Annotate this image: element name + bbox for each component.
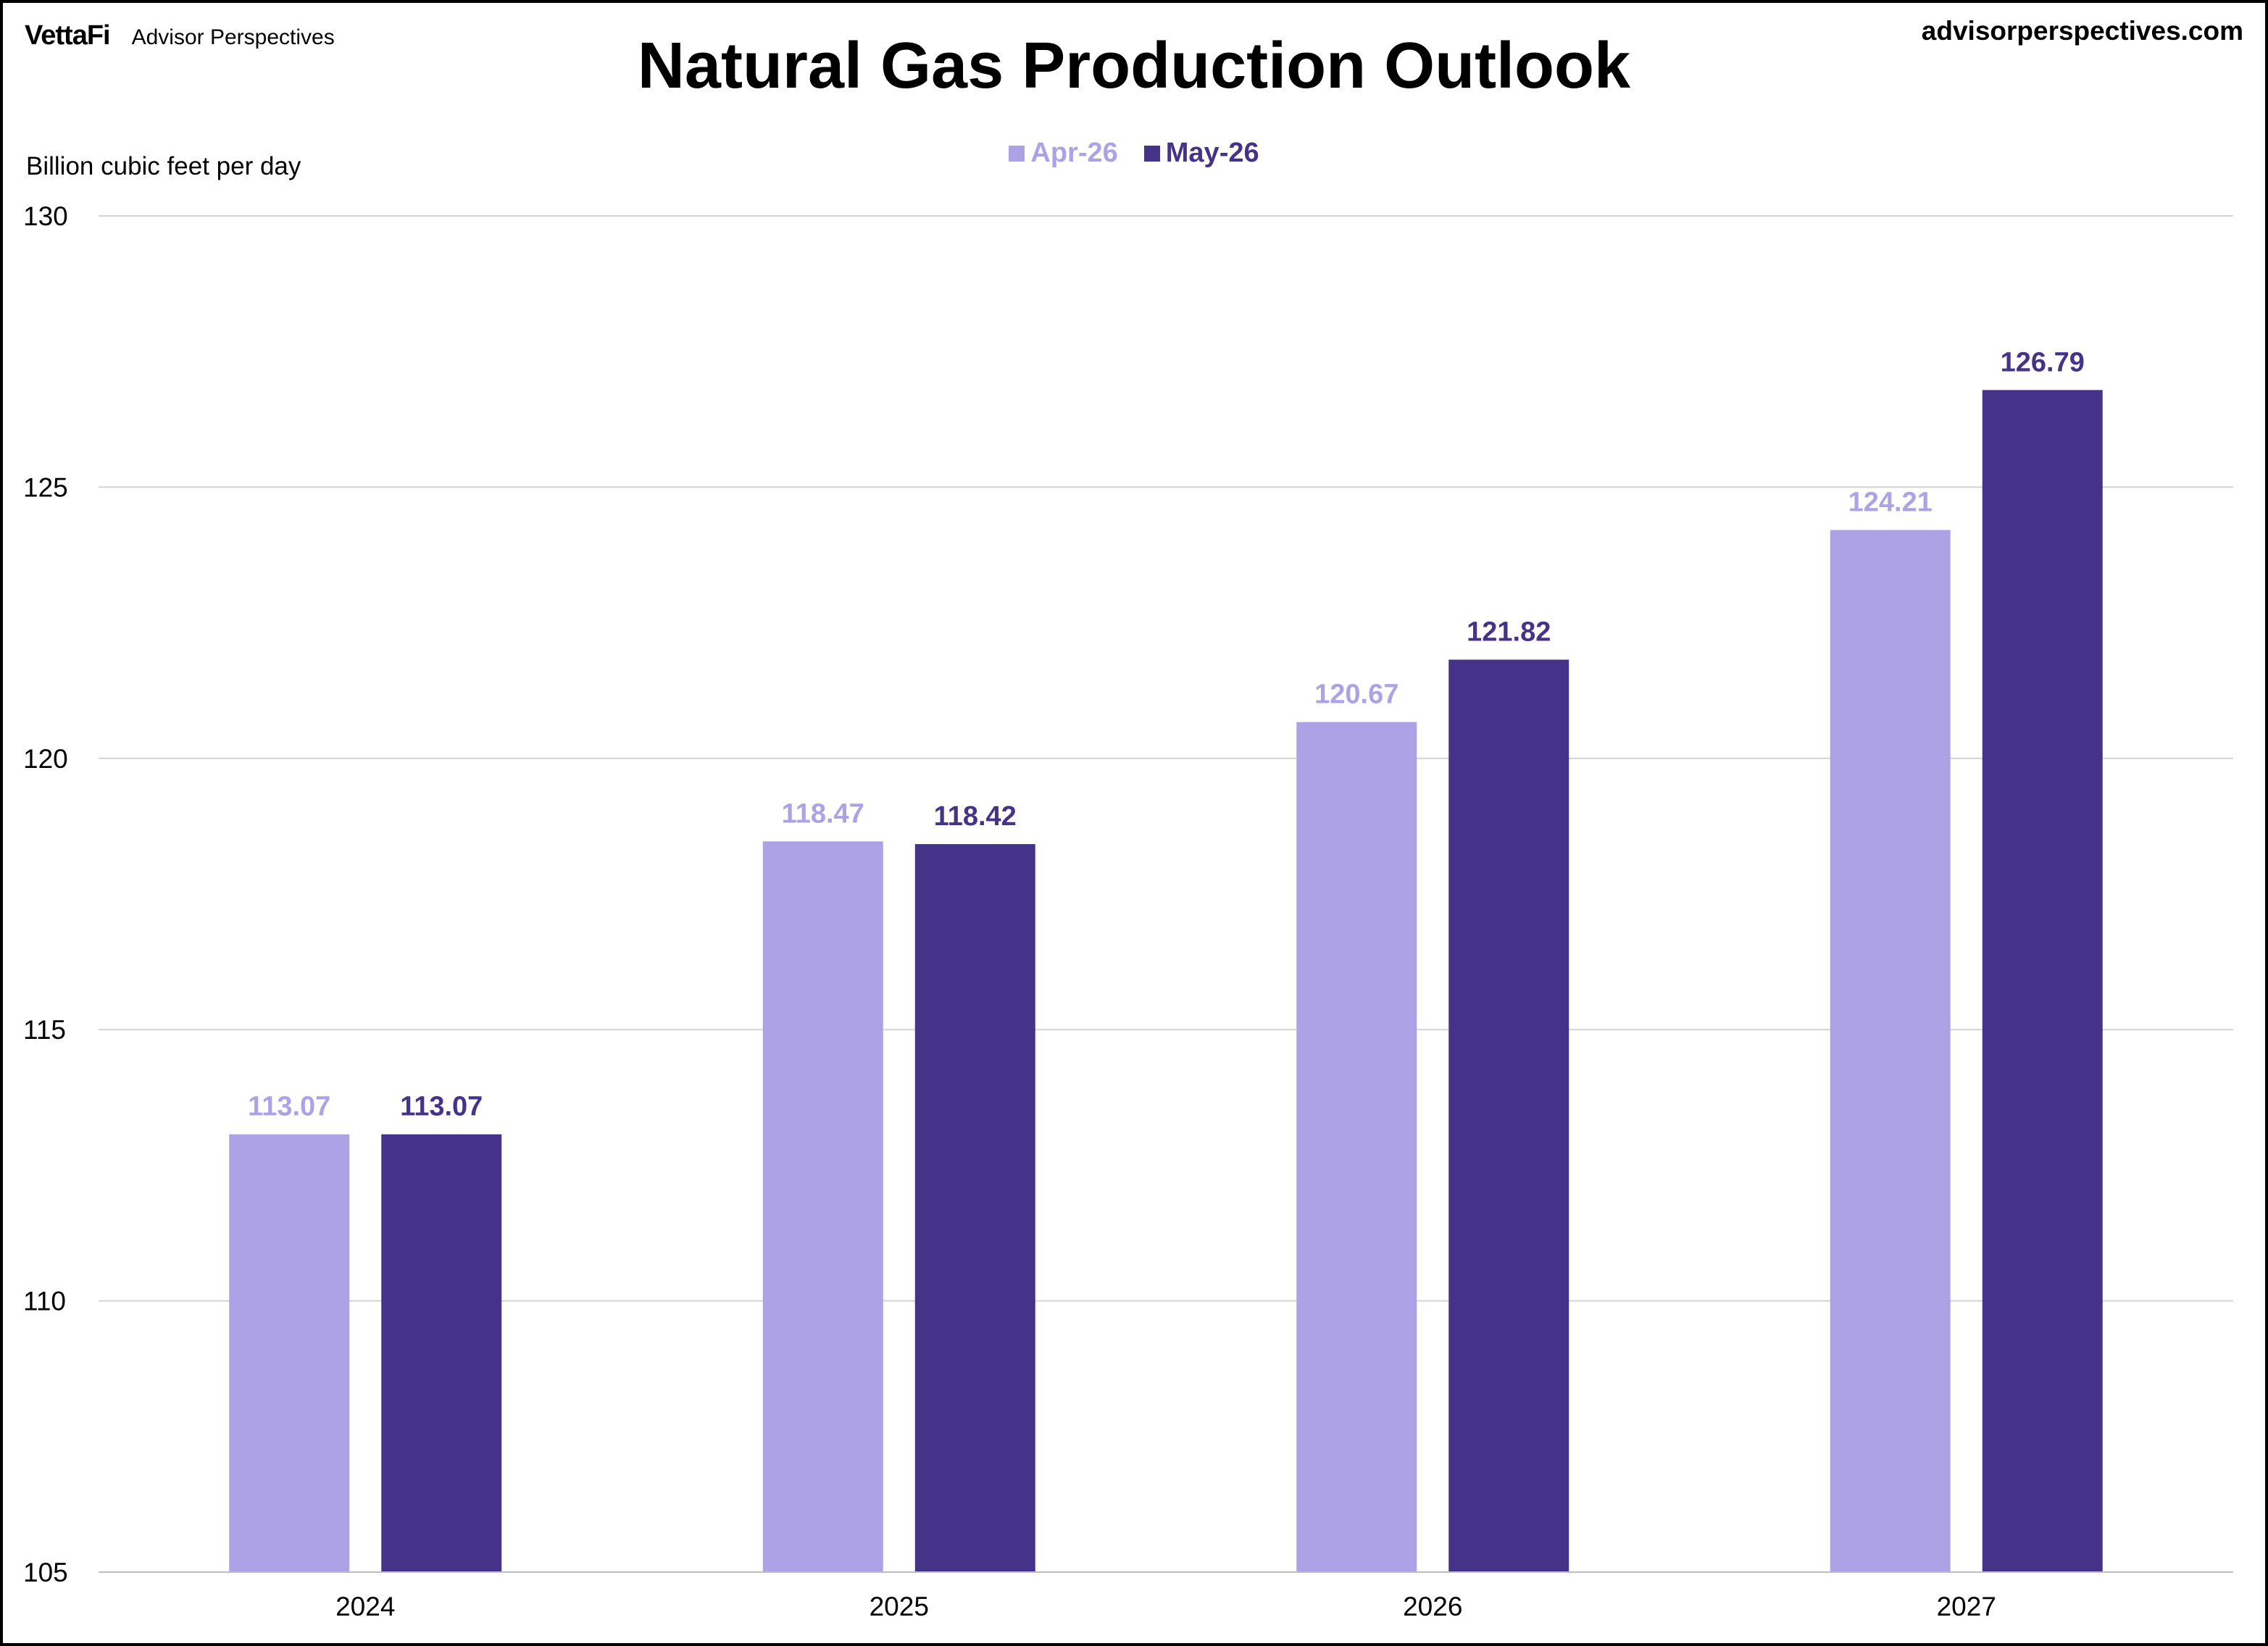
bar-chart: 105 110 115 120 125 130 113.07 113.07 2024 118.47… [23, 201, 2233, 1621]
x-tick-label: 2025 [870, 1592, 929, 1621]
data-label: 121.82 [1467, 617, 1551, 648]
legend-label-apr: Apr-26 [1030, 138, 1118, 168]
legend-item-apr: Apr-26 [1009, 138, 1118, 169]
vettafi-logo: VettaFi [25, 20, 111, 51]
brand: VettaFi Advisor Perspectives [25, 20, 335, 51]
bar-apr-26-2027 [1830, 530, 1951, 1572]
data-label: 118.42 [934, 801, 1017, 832]
bar-may-26-2027 [1982, 390, 2103, 1573]
data-label: 113.07 [248, 1092, 330, 1122]
legend-item-may: May-26 [1143, 138, 1259, 169]
bar-apr-26-2026 [1296, 722, 1417, 1572]
x-tick-label: 2026 [1403, 1592, 1462, 1621]
y-tick-label: 105 [23, 1558, 68, 1587]
y-tick-label: 120 [23, 744, 68, 774]
data-label: 126.79 [2001, 347, 2085, 377]
data-label: 118.47 [782, 798, 864, 829]
legend-label-may: May-26 [1165, 138, 1259, 168]
y-tick-label: 115 [23, 1015, 66, 1045]
data-label: 120.67 [1314, 680, 1398, 710]
y-tick-label: 130 [23, 201, 68, 231]
legend-swatch-may [1143, 145, 1160, 162]
bar-may-26-2024 [381, 1134, 502, 1572]
chart-title: Natural Gas Production Outlook [637, 30, 1631, 102]
y-tick-label: 125 [23, 472, 68, 502]
bar-may-26-2025 [914, 844, 1035, 1572]
x-tick-label: 2027 [1937, 1592, 1996, 1621]
legend-swatch-apr [1009, 145, 1025, 162]
brand-name: Advisor Perspectives [131, 25, 335, 49]
x-tick-label: 2024 [335, 1592, 395, 1621]
y-tick-label: 110 [23, 1287, 66, 1316]
data-label: 124.21 [1848, 488, 1933, 518]
y-axis-label: Billion cubic feet per day [26, 152, 301, 180]
bar-apr-26-2024 [229, 1134, 350, 1572]
site-url: advisorperspectives.com [1921, 16, 2243, 46]
data-label: 113.07 [400, 1092, 483, 1122]
bar-may-26-2026 [1448, 659, 1569, 1573]
bar-apr-26-2025 [762, 841, 883, 1572]
legend: Apr-26 May-26 [3, 138, 2265, 169]
